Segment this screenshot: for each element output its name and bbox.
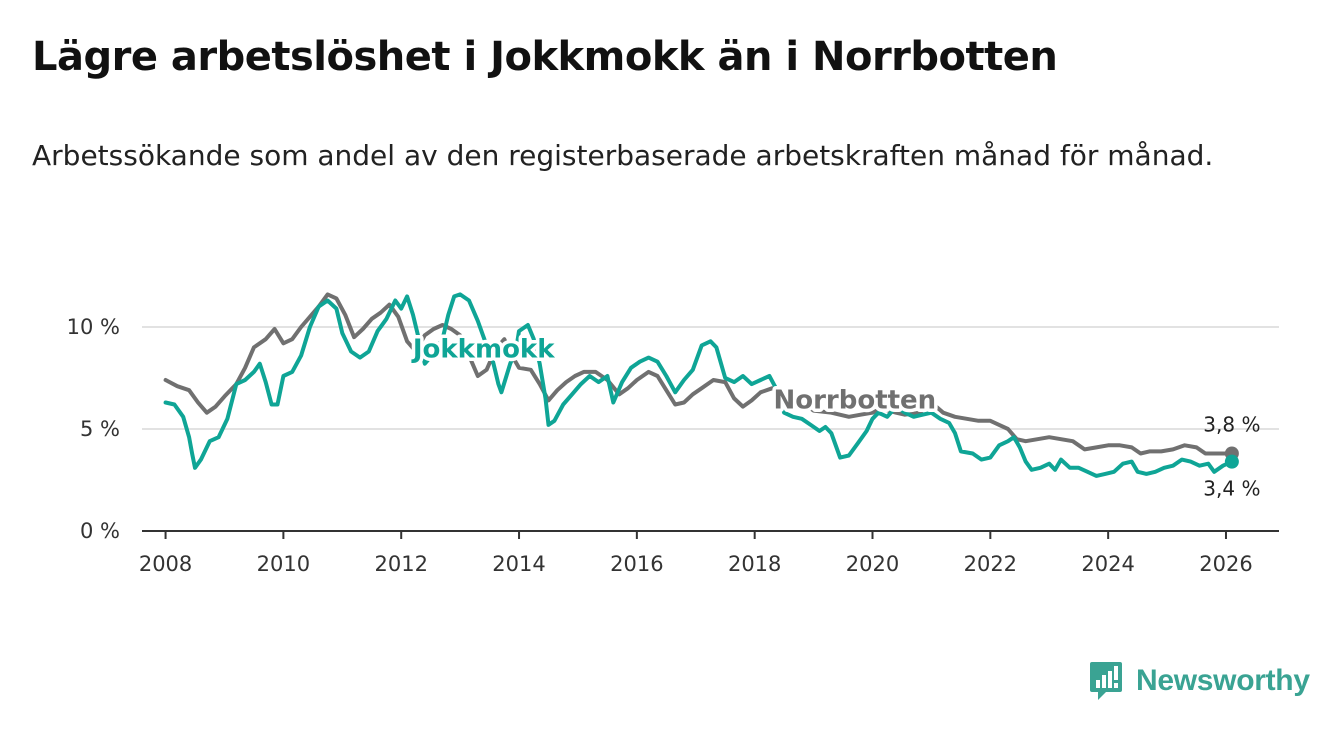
brand-name: Newsworthy [1136, 664, 1310, 697]
series-line-norrbotten [163, 292, 1234, 456]
y-tick-label: 5 % [80, 417, 120, 441]
x-tick-label: 2020 [846, 552, 899, 576]
label-layer: 3,8 %3,4 %JokkmokkJokkmokkNorrbottenNorr… [407, 331, 1260, 501]
end-value-label-jokkmokk: 3,4 % [1203, 477, 1260, 501]
x-tick-label: 2008 [139, 552, 192, 576]
series-layer [163, 292, 1239, 478]
x-tick-label: 2016 [610, 552, 663, 576]
x-tick-label: 2018 [728, 552, 781, 576]
series-line-jokkmokk [163, 292, 1234, 478]
newsworthy-logo-icon [1090, 662, 1122, 700]
x-tick-label: 2022 [964, 552, 1017, 576]
brand[interactable]: Newsworthy [1088, 660, 1310, 702]
series-label-norrbotten: Norrbotten [773, 386, 936, 416]
end-value-label-norrbotten: 3,8 % [1203, 412, 1260, 436]
axis-layer: 0 % 5 % 10 % 2008 2010 2012 2014 2016 2018 2020 20… [67, 315, 1279, 576]
x-tick-label: 2014 [492, 552, 545, 576]
y-tick-label: 10 % [67, 315, 120, 339]
page-subtitle: Arbetssökande som andel av den registerb… [32, 139, 1214, 172]
series-label-jokkmokk: Jokkmokk [411, 335, 555, 365]
x-tick-label: 2026 [1199, 552, 1252, 576]
series-label-halo-jokkmokk: Jokkmokk [411, 335, 555, 365]
end-point-jokkmokk [1224, 454, 1239, 469]
x-tick-label: 2010 [257, 552, 310, 576]
page-title: Lägre arbetslöshet i Jokkmokk än i Norrb… [32, 34, 1058, 80]
series-label-halo-norrbotten: Norrbotten [773, 386, 936, 416]
x-tick-label: 2012 [374, 552, 427, 576]
x-tick-label: 2024 [1081, 552, 1134, 576]
grid-layer [142, 326, 1279, 430]
y-tick-label: 0 % [80, 519, 120, 543]
